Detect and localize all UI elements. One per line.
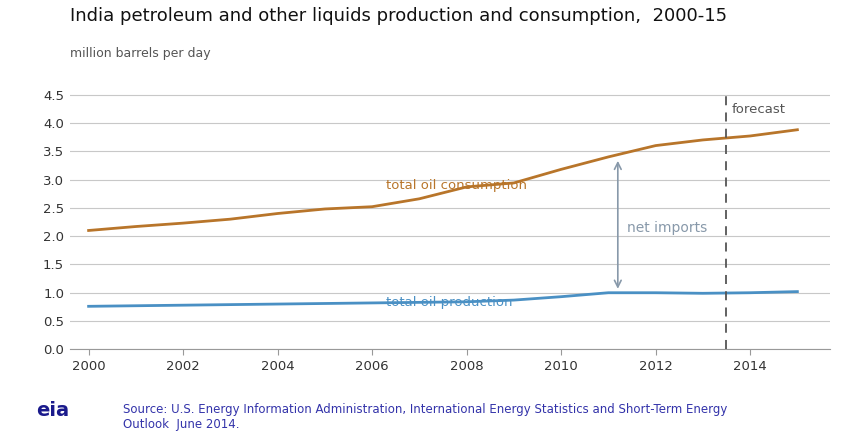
Text: India petroleum and other liquids production and consumption,  2000-15: India petroleum and other liquids produc…: [70, 7, 727, 24]
Text: forecast: forecast: [731, 103, 785, 116]
Text: total oil consumption: total oil consumption: [386, 179, 527, 192]
Text: Source: U.S. Energy Information Administration, International Energy Statistics : Source: U.S. Energy Information Administ…: [123, 403, 728, 431]
Text: eia: eia: [36, 400, 69, 420]
Text: total oil production: total oil production: [386, 296, 513, 309]
Text: million barrels per day: million barrels per day: [70, 47, 210, 60]
Text: net imports: net imports: [627, 221, 707, 235]
